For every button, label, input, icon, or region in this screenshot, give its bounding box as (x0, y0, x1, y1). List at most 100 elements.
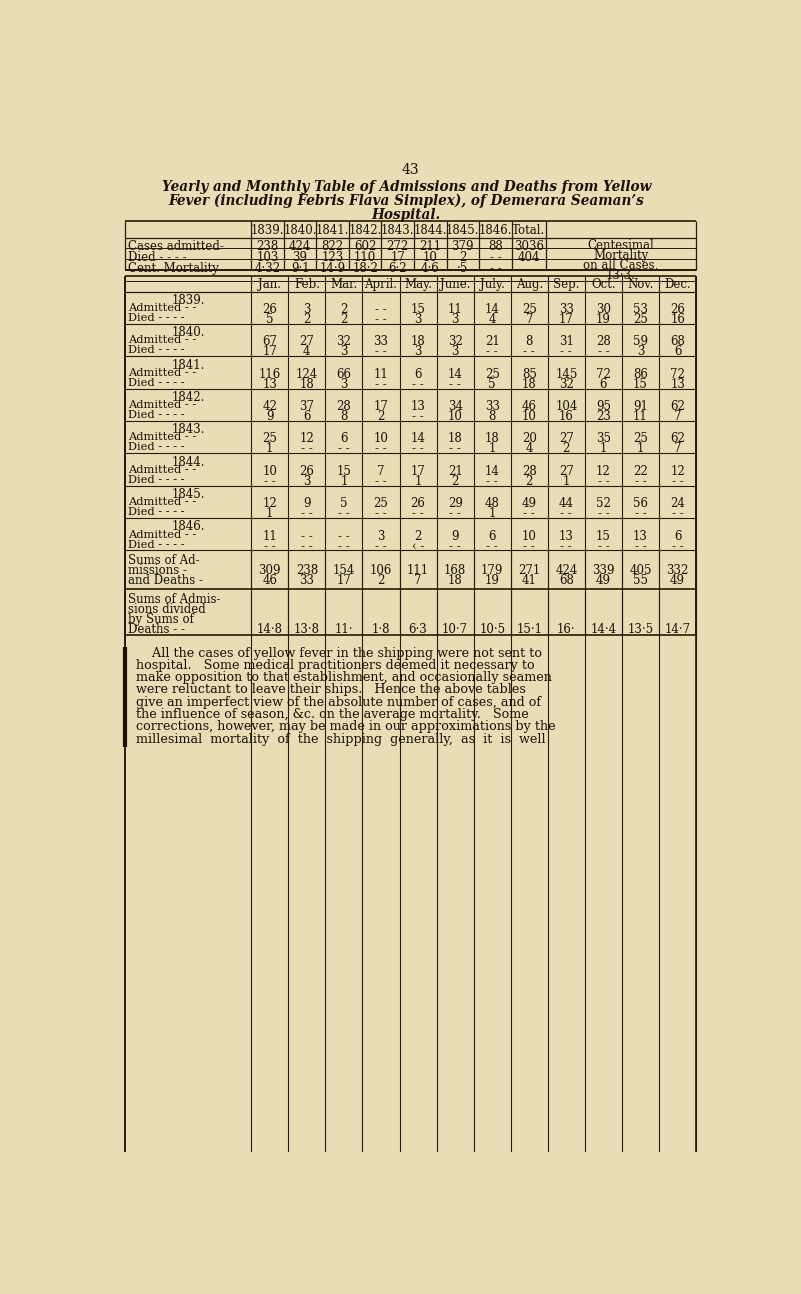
Text: 13: 13 (633, 529, 648, 542)
Text: 10·5: 10·5 (479, 622, 505, 635)
Text: 28: 28 (336, 400, 352, 413)
Text: 7: 7 (414, 575, 422, 587)
Text: 12: 12 (596, 465, 611, 477)
Text: - -: - - (449, 443, 461, 455)
Text: 88: 88 (488, 239, 503, 254)
Text: 28: 28 (522, 465, 537, 477)
Text: 379: 379 (452, 239, 474, 254)
Text: Died - - - -: Died - - - - (128, 345, 185, 356)
Text: 8: 8 (340, 410, 348, 423)
Text: - -: - - (449, 378, 461, 391)
Text: 1: 1 (600, 443, 607, 455)
Text: Admitted - -: Admitted - - (128, 432, 196, 443)
Text: 49: 49 (596, 575, 611, 587)
Text: 106: 106 (370, 564, 392, 577)
Text: 238: 238 (256, 239, 279, 254)
Text: 309: 309 (259, 564, 281, 577)
Text: 145: 145 (555, 367, 578, 380)
Text: 25: 25 (633, 432, 648, 445)
Text: 13·8: 13·8 (294, 622, 320, 635)
Text: 6: 6 (414, 367, 422, 380)
Text: 602: 602 (354, 239, 376, 254)
Text: 17: 17 (411, 465, 425, 477)
Text: 13·3.: 13·3. (606, 269, 636, 282)
Text: Died - - - -: Died - - - - (128, 313, 185, 324)
Text: 272: 272 (387, 239, 409, 254)
Text: 1840.: 1840. (171, 326, 205, 339)
Text: 15·1: 15·1 (517, 622, 542, 635)
Text: 14: 14 (485, 465, 500, 477)
Text: - -: - - (375, 507, 387, 520)
Text: - -: - - (598, 475, 610, 488)
Text: - -: - - (449, 540, 461, 553)
Text: - -: - - (449, 507, 461, 520)
Text: 35: 35 (596, 432, 611, 445)
Text: corrections, however, may be made in our approximations by the: corrections, however, may be made in our… (136, 721, 555, 734)
Text: - -: - - (489, 261, 501, 274)
Text: 8: 8 (525, 335, 533, 348)
Text: 17: 17 (373, 400, 388, 413)
Text: - -: - - (561, 540, 572, 553)
Text: 26: 26 (411, 497, 425, 510)
Text: 26: 26 (263, 303, 277, 316)
Text: Yearly and Monthly Table of Admissions and Deaths from Yellow: Yearly and Monthly Table of Admissions a… (162, 180, 651, 194)
Text: 34: 34 (448, 400, 463, 413)
Text: - -: - - (561, 507, 572, 520)
Text: 11: 11 (373, 367, 388, 380)
Text: 20: 20 (521, 432, 537, 445)
Text: Admitted - -: Admitted - - (128, 335, 196, 345)
Text: 18: 18 (522, 378, 537, 391)
Text: 17: 17 (390, 251, 405, 264)
Text: - -: - - (634, 475, 646, 488)
Text: Admitted - -: Admitted - - (128, 465, 196, 475)
Text: - -: - - (523, 540, 535, 553)
Text: - -: - - (413, 410, 424, 423)
Text: 68: 68 (670, 335, 685, 348)
Text: 3: 3 (340, 345, 348, 358)
Text: - -: - - (598, 345, 610, 358)
Text: 26: 26 (300, 465, 314, 477)
Text: - -: - - (672, 540, 683, 553)
Text: 66: 66 (336, 367, 352, 380)
Text: 16: 16 (559, 410, 574, 423)
Text: 33: 33 (373, 335, 388, 348)
Text: - -: - - (338, 507, 350, 520)
Text: 72: 72 (596, 367, 611, 380)
Text: 13: 13 (670, 378, 685, 391)
Text: 2: 2 (377, 410, 384, 423)
Text: 11: 11 (633, 410, 648, 423)
Text: 1: 1 (637, 443, 644, 455)
Text: 85: 85 (521, 367, 537, 380)
Text: 2: 2 (340, 303, 348, 316)
Text: 41: 41 (521, 575, 537, 587)
Text: - -: - - (413, 443, 424, 455)
Text: 6·3: 6·3 (409, 622, 428, 635)
Text: 2: 2 (452, 475, 459, 488)
Text: 10: 10 (448, 410, 462, 423)
Text: 154: 154 (332, 564, 355, 577)
Text: 16·: 16· (557, 622, 576, 635)
Text: 19: 19 (596, 313, 611, 326)
Text: 8: 8 (489, 410, 496, 423)
Text: 1843.: 1843. (171, 423, 205, 436)
Text: sions divided: sions divided (128, 603, 206, 616)
Text: - -: - - (301, 540, 312, 553)
Text: 14·7: 14·7 (665, 622, 690, 635)
Text: Aug.: Aug. (516, 278, 543, 291)
Text: 1844.: 1844. (413, 224, 447, 237)
Text: 37: 37 (300, 400, 314, 413)
Text: 18: 18 (485, 432, 500, 445)
Text: 11·: 11· (335, 622, 353, 635)
Text: 6: 6 (340, 432, 348, 445)
Text: 67: 67 (262, 335, 277, 348)
Text: 1: 1 (562, 475, 570, 488)
Text: 55: 55 (633, 575, 648, 587)
Text: 25: 25 (633, 313, 648, 326)
Text: 11: 11 (448, 303, 462, 316)
Text: 116: 116 (259, 367, 281, 380)
Text: 17: 17 (263, 345, 277, 358)
Text: 25: 25 (263, 432, 277, 445)
Text: - -: - - (375, 313, 387, 326)
Text: 68: 68 (559, 575, 574, 587)
Text: 10: 10 (423, 251, 437, 264)
